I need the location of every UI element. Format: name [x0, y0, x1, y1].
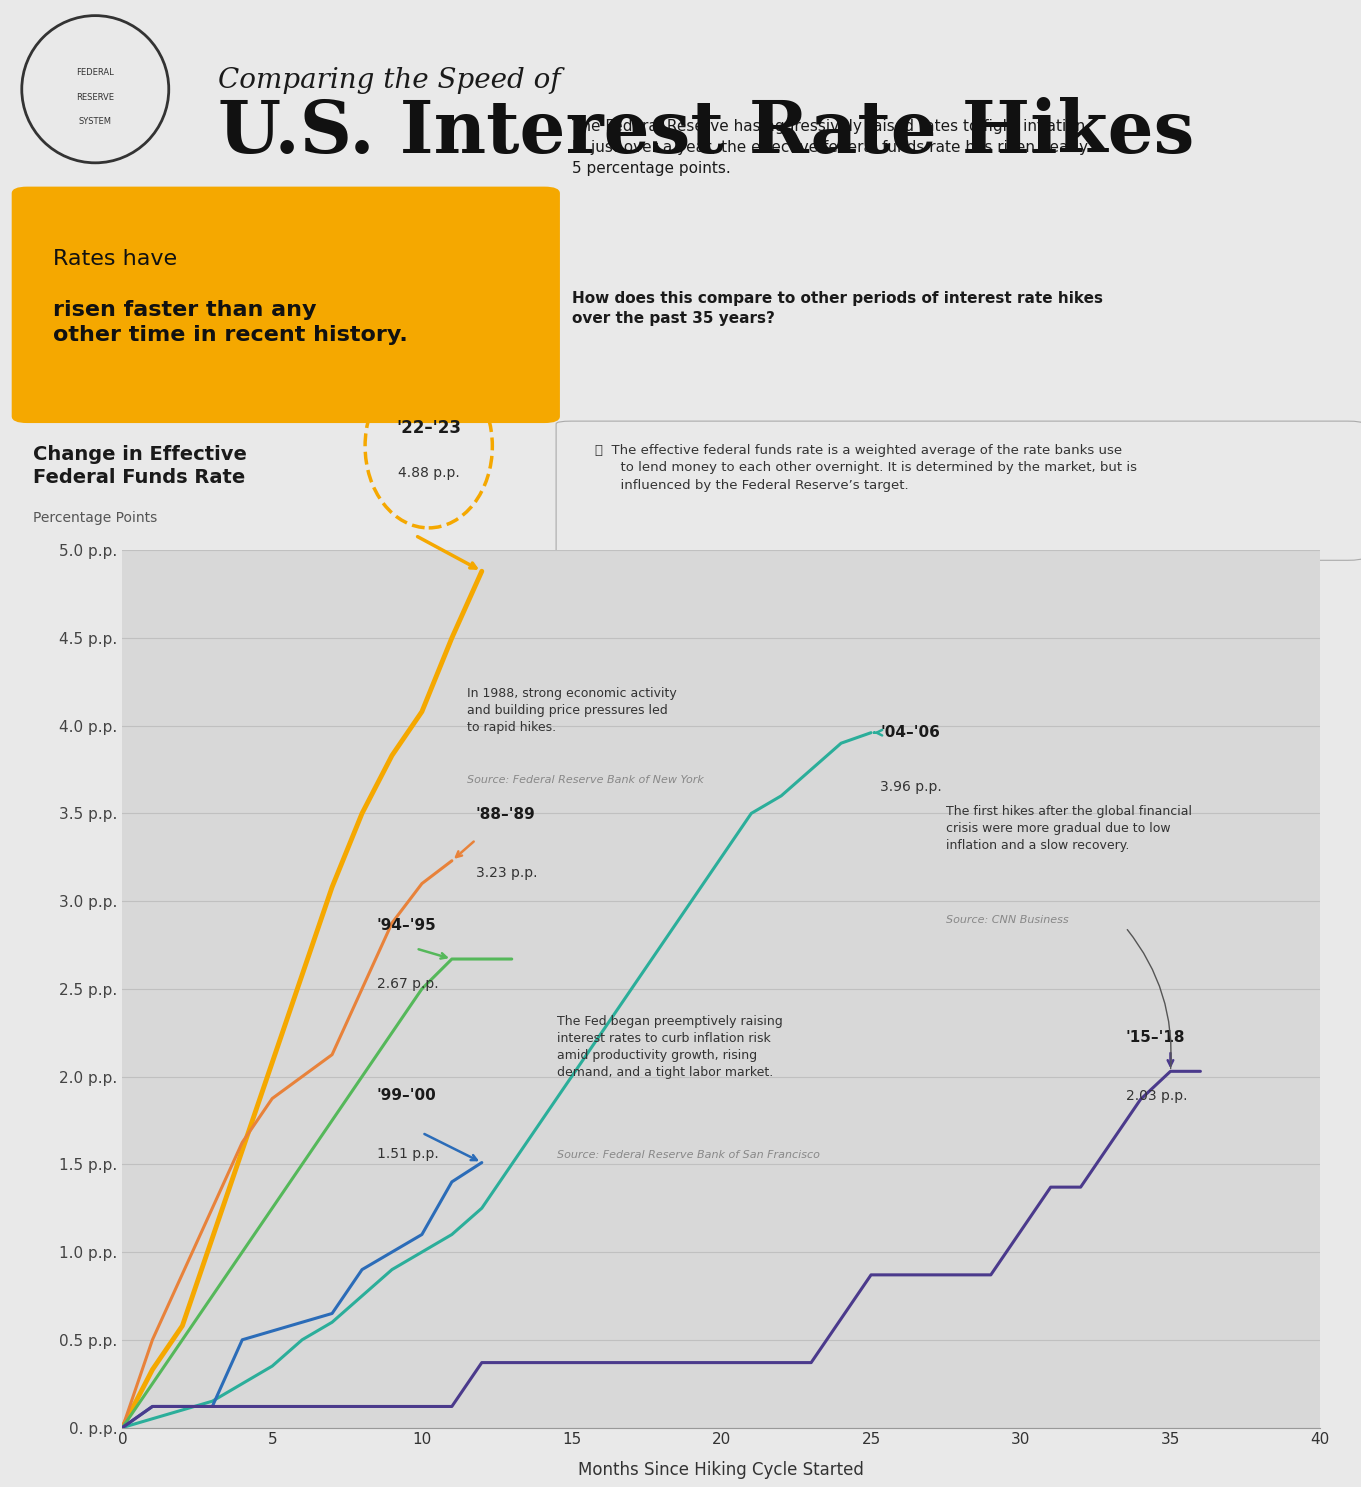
Text: The Federal Reserve has aggressively raised rates to fight inflation.
In just ov: The Federal Reserve has aggressively rai…	[572, 119, 1090, 175]
Text: Source: CNN Business: Source: CNN Business	[946, 915, 1068, 925]
FancyBboxPatch shape	[557, 421, 1361, 561]
Text: In 1988, strong economic activity
and building price pressures led
to rapid hike: In 1988, strong economic activity and bu…	[467, 687, 676, 735]
X-axis label: Months Since Hiking Cycle Started: Months Since Hiking Cycle Started	[578, 1462, 864, 1480]
Text: risen faster than any
other time in recent history.: risen faster than any other time in rece…	[53, 300, 408, 345]
Text: 2.03 p.p.: 2.03 p.p.	[1126, 1088, 1187, 1103]
Text: '94–'95: '94–'95	[377, 917, 437, 932]
Text: Source: Federal Reserve Bank of New York: Source: Federal Reserve Bank of New York	[467, 775, 704, 785]
Text: The first hikes after the global financial
crisis were more gradual due to low
i: The first hikes after the global financi…	[946, 804, 1192, 852]
Text: 3.96 p.p.: 3.96 p.p.	[881, 781, 942, 794]
Text: Change in Effective
Federal Funds Rate: Change in Effective Federal Funds Rate	[33, 445, 246, 488]
Text: '04–'06: '04–'06	[881, 726, 940, 741]
Text: Ⓘ  The effective federal funds rate is a weighted average of the rate banks use
: Ⓘ The effective federal funds rate is a …	[595, 443, 1136, 492]
Text: 1.51 p.p.: 1.51 p.p.	[377, 1146, 438, 1161]
FancyBboxPatch shape	[12, 187, 559, 424]
Text: U.S. Interest Rate Hikes: U.S. Interest Rate Hikes	[218, 97, 1194, 168]
Text: SYSTEM: SYSTEM	[79, 117, 112, 126]
Text: FEDERAL: FEDERAL	[76, 68, 114, 77]
Text: Comparing the Speed of: Comparing the Speed of	[218, 67, 561, 94]
Text: RESERVE: RESERVE	[76, 92, 114, 103]
Text: 4.88 p.p.: 4.88 p.p.	[397, 465, 460, 480]
Text: '22–'23: '22–'23	[396, 419, 461, 437]
Text: '88–'89: '88–'89	[476, 807, 536, 822]
Text: 2.67 p.p.: 2.67 p.p.	[377, 977, 438, 990]
Text: Rates have: Rates have	[53, 248, 184, 269]
Text: Percentage Points: Percentage Points	[33, 510, 157, 525]
Text: How does this compare to other periods of interest rate hikes
over the past 35 y: How does this compare to other periods o…	[572, 291, 1102, 326]
Text: The Fed began preemptively raising
interest rates to curb inflation risk
amid pr: The Fed began preemptively raising inter…	[557, 1016, 783, 1080]
Text: '99–'00: '99–'00	[377, 1088, 437, 1103]
Text: '15–'18: '15–'18	[1126, 1030, 1185, 1045]
Text: 3.23 p.p.: 3.23 p.p.	[476, 865, 538, 880]
Text: Source: Federal Reserve Bank of San Francisco: Source: Federal Reserve Bank of San Fran…	[557, 1151, 819, 1160]
